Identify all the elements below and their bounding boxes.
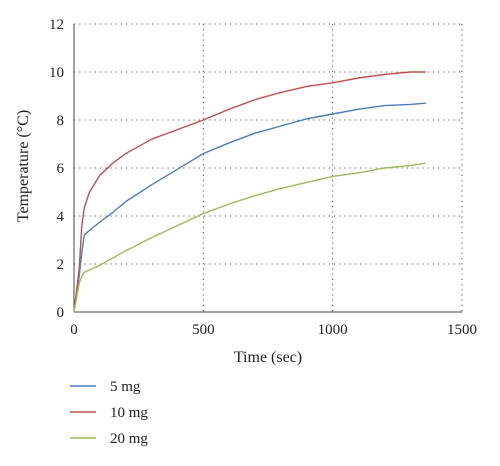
grid-lines	[74, 23, 463, 312]
legend-label: 10 mg	[110, 405, 148, 421]
series-line-5-mg	[73, 102, 426, 313]
x-tick-label: 1500	[447, 322, 477, 338]
y-axis-title: Temperature (°C)	[15, 110, 32, 222]
legend: 5 mg 10 mg 20 mg	[70, 379, 148, 447]
y-tick-label: 4	[57, 209, 65, 225]
axes	[73, 24, 462, 313]
y-tick-label: 12	[49, 17, 64, 33]
y-tick-label: 2	[57, 257, 65, 273]
series-line-20-mg	[73, 162, 426, 313]
x-tick-label: 1000	[318, 322, 348, 338]
legend-label: 5 mg	[110, 379, 141, 395]
series-line-10-mg	[73, 71, 426, 313]
y-tick-label: 8	[57, 113, 65, 129]
legend-label: 20 mg	[110, 431, 148, 447]
y-tick-label: 6	[57, 161, 65, 177]
x-tick-labels: 0 500 1000 1500	[70, 322, 477, 338]
y-tick-label: 10	[49, 65, 64, 81]
y-tick-labels: 0 2 4 6 8 10 12	[49, 17, 65, 321]
series-lines	[73, 71, 426, 313]
x-axis-title: Time (sec)	[234, 349, 302, 366]
x-tick-label: 500	[192, 322, 215, 338]
x-tick-label: 0	[70, 322, 78, 338]
y-tick-label: 0	[57, 305, 65, 321]
